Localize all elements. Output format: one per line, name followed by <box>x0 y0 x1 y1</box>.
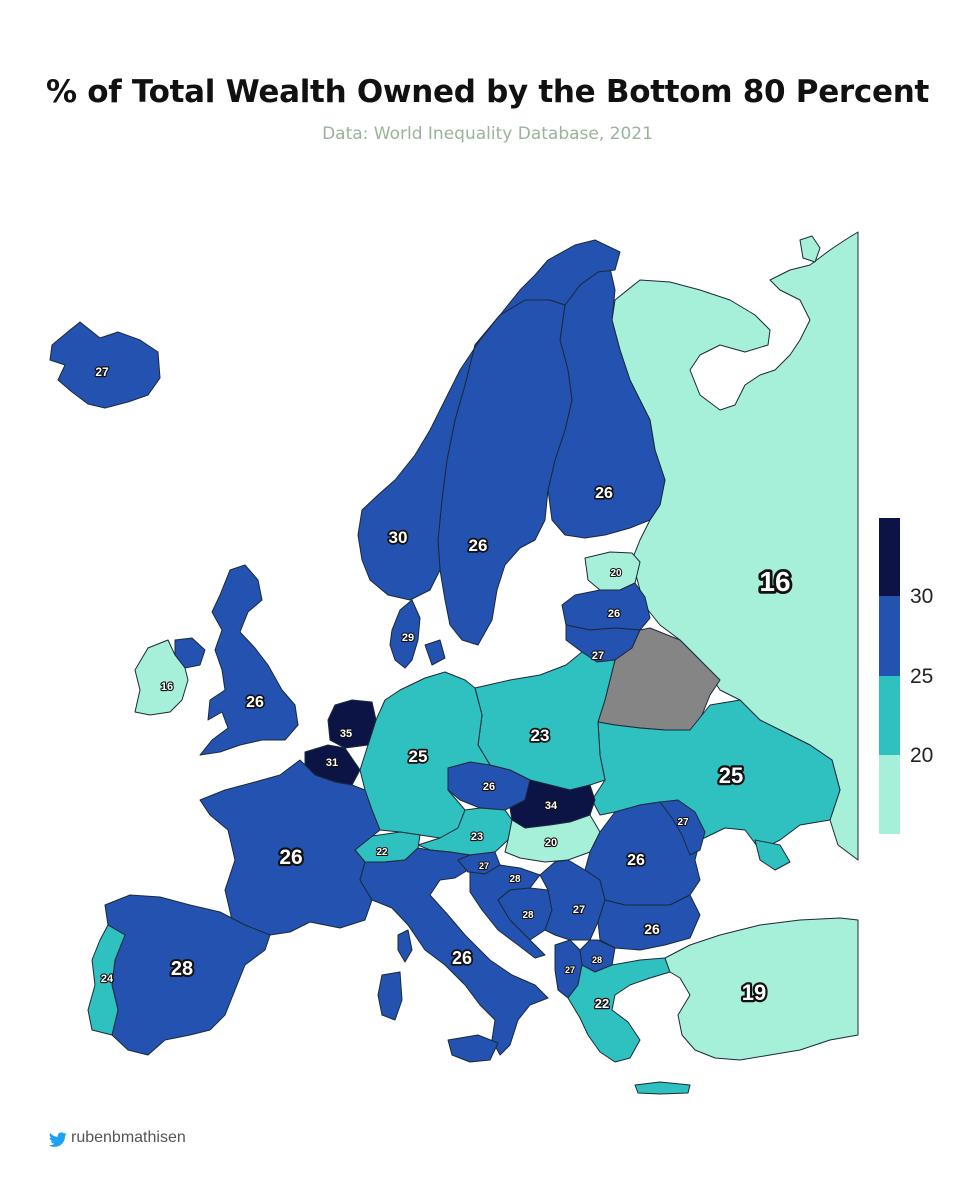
value-label-denmark: 29 <box>402 632 414 644</box>
value-label-lithuania: 27 <box>592 650 604 662</box>
value-label-spain: 28 <box>171 958 193 980</box>
country-serbia <box>539 859 606 941</box>
value-label-romania: 26 <box>627 852 645 869</box>
country-romania <box>584 801 701 906</box>
value-label-switzerland: 22 <box>376 847 388 858</box>
value-label-portugal: 24 <box>101 973 114 985</box>
island-corsica <box>397 929 413 963</box>
country-netherlands <box>327 699 377 749</box>
legend-tick-20: 20 <box>910 744 934 767</box>
value-label-sweden: 26 <box>469 536 488 555</box>
island-sardinia <box>377 971 403 1021</box>
value-label-france: 26 <box>279 846 302 869</box>
value-label-united-kingdom: 26 <box>246 694 264 711</box>
value-label-finland: 26 <box>595 485 613 502</box>
country-turkey <box>664 917 859 1061</box>
country-latvia <box>561 582 651 631</box>
value-label-turkey: 19 <box>742 980 766 1005</box>
island-sicily <box>447 1034 499 1063</box>
island-novaya-zemlya <box>799 235 821 263</box>
value-label-latvia: 26 <box>608 608 620 620</box>
value-label-ukraine: 25 <box>719 763 743 788</box>
value-label-germany: 25 <box>409 747 428 766</box>
value-label-czechia: 26 <box>483 781 495 793</box>
map-title: % of Total Wealth Owned by the Bottom 80… <box>45 74 930 110</box>
country-russia <box>611 231 859 861</box>
country-denmark-islands <box>424 639 446 666</box>
legend-color-bar <box>879 518 900 834</box>
value-label-moldova: 27 <box>677 817 689 828</box>
country-italy <box>359 847 549 1056</box>
value-label-hungary: 20 <box>545 837 557 849</box>
country-iceland <box>49 321 161 409</box>
country-ukraine <box>591 699 841 851</box>
value-label-bosnia-and-herzegovina: 28 <box>522 910 534 921</box>
country-moldova <box>659 799 706 856</box>
region-crimea <box>754 839 791 871</box>
value-label-belgium: 31 <box>326 757 338 769</box>
credit-handle: rubenbmathisen <box>71 1129 186 1146</box>
country-denmark <box>389 599 421 669</box>
value-label-greece: 22 <box>595 996 609 1011</box>
island-crete <box>634 1081 691 1095</box>
value-label-norway: 30 <box>389 528 408 547</box>
value-label-slovenia: 27 <box>479 861 489 871</box>
country-uk <box>199 564 299 756</box>
country-portugal <box>87 924 126 1036</box>
value-label-slovakia: 34 <box>545 800 558 812</box>
value-label-serbia: 27 <box>573 904 585 916</box>
value-label-croatia: 28 <box>509 874 521 885</box>
value-label-netherlands: 35 <box>340 728 352 740</box>
country-ireland <box>134 639 189 716</box>
value-label-austria: 23 <box>471 831 483 843</box>
value-label-north-macedonia: 28 <box>592 955 602 965</box>
legend-tick-25: 25 <box>910 665 934 688</box>
twitter-bird-icon <box>48 1132 67 1147</box>
value-label-estonia: 20 <box>610 568 622 579</box>
value-label-ireland: 16 <box>161 681 173 693</box>
value-label-italy: 26 <box>452 948 472 968</box>
country-greece <box>567 957 671 1063</box>
value-label-russia: 16 <box>759 566 790 597</box>
map-subtitle: Data: World Inequality Database, 2021 <box>322 124 653 144</box>
value-label-iceland: 27 <box>95 365 109 379</box>
country-norway <box>357 239 621 601</box>
value-label-bulgaria: 26 <box>644 921 660 937</box>
legend-tick-30: 30 <box>910 585 934 608</box>
country-sweden <box>437 299 573 646</box>
value-label-poland: 23 <box>531 726 550 745</box>
value-label-albania: 27 <box>565 965 575 975</box>
